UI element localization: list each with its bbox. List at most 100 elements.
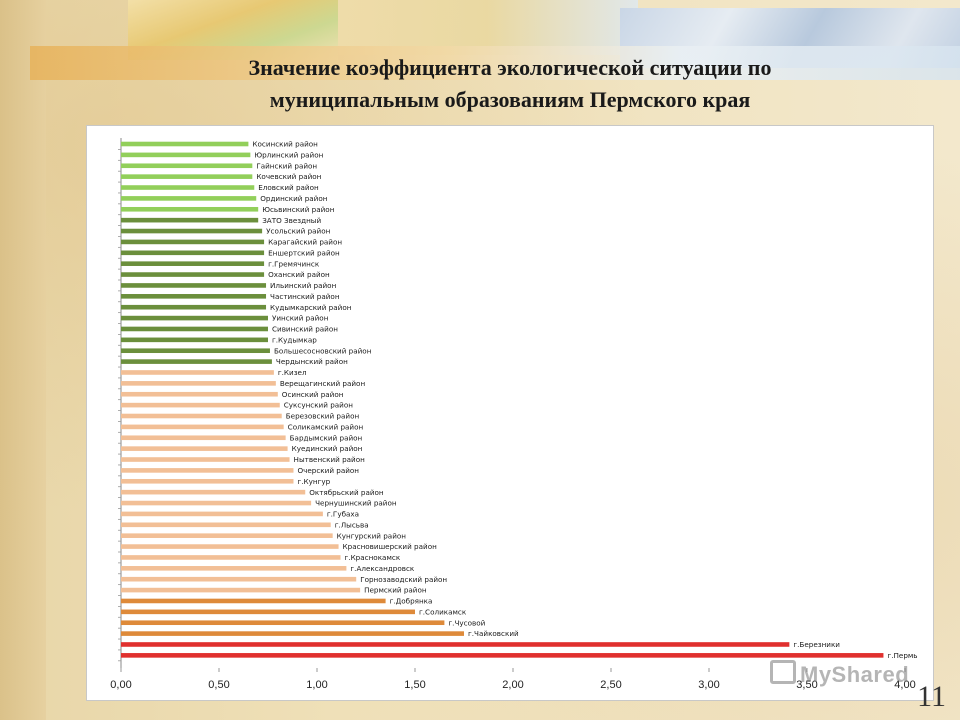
bar — [121, 522, 331, 528]
bar-category-label: Юрлинский район — [254, 150, 323, 159]
bar-category-label: Чердынский район — [276, 357, 348, 366]
bar-category-label: Юсьвинский район — [262, 205, 335, 214]
bar-category-label: Ильинский район — [270, 281, 337, 290]
bar-category-label: Очерский район — [297, 466, 359, 475]
bar-category-label: Березовский район — [286, 412, 360, 421]
left-decor-strip — [0, 0, 46, 720]
bar — [121, 391, 278, 397]
bar-category-label: г.Краснокамск — [345, 553, 401, 562]
bar-category-label: г.Чайковский — [468, 629, 519, 638]
x-tick-label: 3,00 — [698, 679, 719, 691]
bar — [121, 598, 386, 604]
bar — [121, 381, 276, 386]
bar — [121, 228, 263, 234]
bar — [121, 217, 259, 223]
watermark: MyShared — [770, 660, 909, 688]
bar — [121, 272, 265, 277]
bar — [121, 315, 268, 321]
bar — [121, 457, 290, 462]
bar — [121, 566, 347, 571]
bar — [121, 359, 272, 364]
title-line-2: муниципальным образованиям Пермского кра… — [269, 87, 751, 112]
bar — [121, 402, 280, 408]
bar-category-label: ЗАТО Звездный — [262, 216, 321, 225]
bar — [121, 326, 268, 332]
bar-category-label: Еншертский район — [268, 248, 340, 257]
bar — [121, 348, 270, 354]
x-tick-label: 3,50 — [796, 679, 817, 691]
bar — [121, 337, 268, 343]
bar-category-label: Кунгурский район — [337, 531, 407, 540]
bar-category-label: г.Александровск — [350, 564, 415, 573]
bar-category-label: Осинский район — [282, 390, 344, 399]
bar-category-label: г.Чусовой — [448, 618, 485, 627]
bar-category-label: Сивинский район — [272, 325, 338, 334]
bar-category-label: г.Пермь — [887, 651, 917, 660]
bar — [121, 631, 464, 636]
bar-category-label: г.Гремячинск — [268, 259, 320, 268]
bar — [121, 370, 274, 375]
title-line-1: Значение коэффициента экологической ситу… — [248, 55, 772, 80]
bar-category-label: г.Соликамск — [419, 607, 467, 616]
bar — [121, 620, 445, 626]
bar-category-label: Карагайский район — [268, 238, 342, 247]
x-tick-label: 4,00 — [894, 679, 915, 691]
bar — [121, 576, 357, 582]
bar — [121, 435, 286, 441]
slide-title: Значение коэффициента экологической ситу… — [60, 52, 960, 116]
slide-number: 11 — [917, 680, 946, 713]
bar — [121, 152, 251, 158]
bar — [121, 141, 249, 147]
bar — [121, 544, 339, 549]
bar-category-label: Куединский район — [292, 444, 363, 453]
bar — [121, 587, 361, 593]
x-tick-label: 1,00 — [306, 679, 327, 691]
bar-category-label: Бардымский район — [290, 433, 363, 442]
bar — [121, 185, 255, 190]
bar-chart: Косинский район Юрлинский район Гайнский р… — [86, 125, 934, 701]
bar — [121, 250, 265, 256]
bar-category-label: Усольский район — [266, 227, 331, 236]
x-tick-label: 1,50 — [404, 679, 425, 691]
bar-category-label: Суксунский район — [284, 401, 353, 410]
bar-category-label: Соликамский район — [288, 422, 364, 431]
bar — [121, 653, 884, 658]
bar-category-label: г.Лысьва — [335, 520, 369, 529]
bar-category-label: Нытвенский район — [294, 455, 366, 464]
bar-category-label: Красновишерский район — [343, 542, 438, 551]
bar — [121, 489, 306, 495]
bar — [121, 239, 265, 245]
bar-category-label: Октябрьский район — [309, 488, 384, 497]
bar — [121, 468, 294, 473]
top-decor-middle — [338, 0, 638, 55]
x-tick-label: 0,50 — [208, 679, 229, 691]
bar-category-label: Ординский район — [260, 194, 328, 203]
bar — [121, 642, 790, 647]
bar-category-label: Уинский район — [272, 314, 329, 323]
bar — [121, 174, 253, 179]
bar — [121, 424, 284, 430]
bar-category-label: г.Кудымкар — [272, 335, 317, 344]
bar — [121, 283, 267, 288]
bar-category-label: Еловский район — [258, 183, 319, 192]
bar — [121, 609, 415, 615]
bar-category-label: г.Добрянка — [390, 597, 433, 606]
bar — [121, 413, 282, 419]
bar — [121, 304, 267, 310]
bar — [121, 196, 257, 201]
x-tick-label: 0,00 — [110, 679, 131, 691]
bar-category-label: Пермский район — [364, 586, 427, 595]
watermark-icon — [770, 660, 796, 684]
x-tick-label: 2,00 — [502, 679, 523, 691]
bar — [121, 555, 341, 560]
bar-category-label: Горнозаводский район — [360, 575, 447, 584]
watermark-text: MyShared — [800, 662, 910, 687]
bar — [121, 446, 288, 451]
bar-category-label: Верещагинский район — [280, 379, 366, 388]
bar-category-label: Большесосновский район — [274, 346, 372, 355]
bar — [121, 206, 259, 212]
bar — [121, 500, 312, 506]
bar — [121, 294, 267, 299]
bar-category-label: Кочевский район — [256, 172, 321, 181]
